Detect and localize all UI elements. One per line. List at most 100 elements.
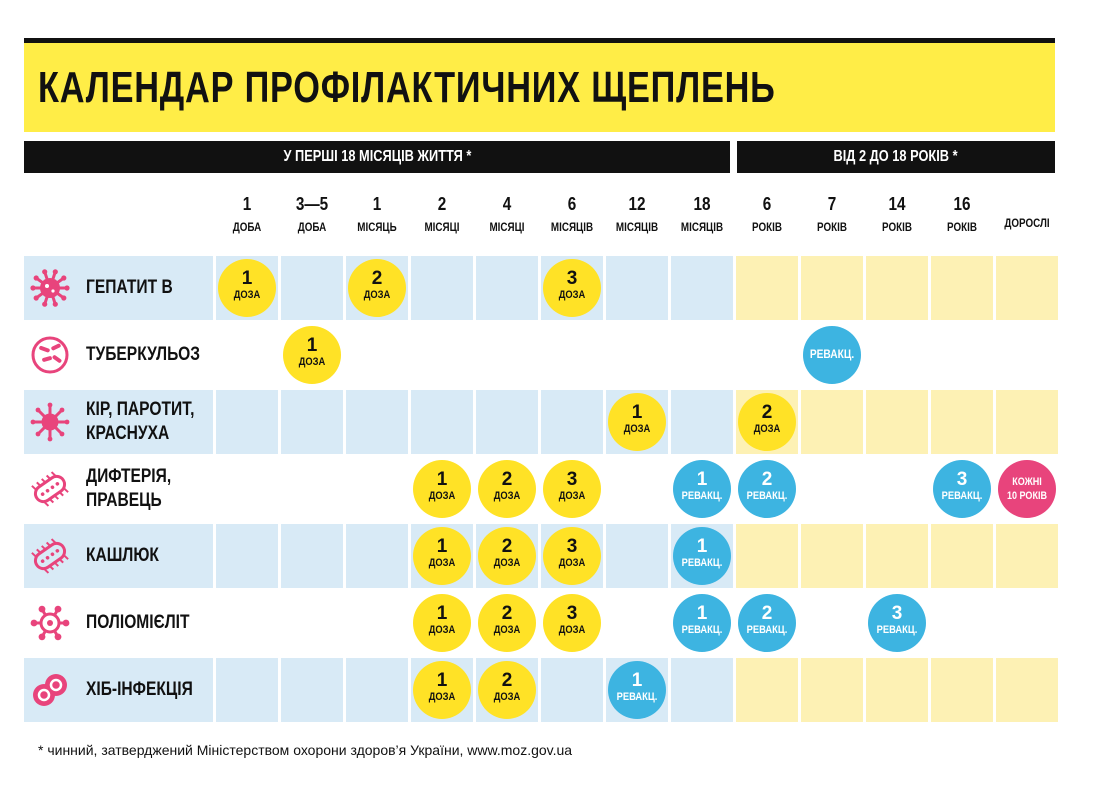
schedule-cell [541, 390, 603, 454]
dose-number: 1 [631, 670, 643, 691]
column-header-unit: МІСЯЦЬ [357, 220, 397, 234]
column-header-number: 2 [437, 194, 447, 214]
column-header-number: 16 [953, 194, 971, 214]
dose-marker: 1 ДОЗА [283, 326, 341, 384]
dose-type: РЕВАКЦ. [876, 624, 918, 636]
title-banner [24, 43, 1055, 132]
column-header-number: 4 [502, 194, 512, 214]
column-header: 7 РОКІВ [801, 190, 863, 246]
schedule-cell [281, 457, 343, 521]
dose-marker: РЕВАКЦ. [803, 326, 861, 384]
schedule-cell [866, 524, 928, 588]
dose-number: 3 [566, 536, 578, 557]
column-header-unit: МІСЯЦІ [424, 220, 460, 234]
column-header: 1 МІСЯЦЬ [346, 190, 408, 246]
schedule-cell [671, 323, 733, 387]
row-label: КІР, ПАРОТИТ, КРАСНУХА [86, 398, 194, 446]
schedule-cell [281, 591, 343, 655]
schedule-cell [801, 591, 863, 655]
column-header: 1 ДОБА [216, 190, 278, 246]
dose-marker: 2 ДОЗА [478, 661, 536, 719]
section-header-older: ВІД 2 ДО 18 РОКІВ * [737, 141, 1055, 173]
row-label-cell [24, 524, 213, 588]
schedule-cell [216, 457, 278, 521]
schedule-cell [801, 256, 863, 320]
schedule-cell [346, 457, 408, 521]
hib-cell-icon [30, 670, 70, 710]
dose-number: 2 [761, 469, 773, 490]
section-label-infant: У ПЕРШІ 18 МІСЯЦІВ ЖИТТЯ * [283, 148, 471, 165]
column-header-number: 1 [372, 194, 382, 214]
dose-marker: 3 ДОЗА [543, 259, 601, 317]
dose-type: РЕВАКЦ. [681, 490, 723, 502]
dose-type: ДОЗА [233, 289, 261, 301]
schedule-cell [476, 390, 538, 454]
dose-marker: 1 РЕВАКЦ. [673, 594, 731, 652]
dose-number: 3 [891, 603, 903, 624]
row-label-line: ДИФТЕРІЯ, [86, 466, 172, 487]
schedule-cell [216, 524, 278, 588]
dose-type: ДОЗА [558, 289, 586, 301]
dose-marker: 3 ДОЗА [543, 527, 601, 585]
column-header-unit: РОКІВ [947, 220, 977, 234]
schedule-cell [541, 323, 603, 387]
dose-marker: 3 ДОЗА [543, 460, 601, 518]
schedule-cell [346, 591, 408, 655]
row-label: ГЕПАТИТ В [86, 276, 173, 300]
dose-number: 3 [566, 603, 578, 624]
column-header-unit: МІСЯЦІВ [550, 220, 594, 234]
dose-type: ДОЗА [493, 490, 521, 502]
schedule-cell [801, 390, 863, 454]
dose-type: ДОЗА [558, 624, 586, 636]
schedule-cell [996, 256, 1058, 320]
dose-type: ДОЗА [753, 423, 781, 435]
dose-marker: 1 ДОЗА [413, 661, 471, 719]
dose-number: 1 [436, 469, 448, 490]
dose-type: ДОЗА [428, 624, 456, 636]
schedule-cell [996, 658, 1058, 722]
column-header-number: 6 [762, 194, 772, 214]
dose-marker: 2 ДОЗА [738, 393, 796, 451]
row-label-line: КАШЛЮК [86, 545, 159, 566]
dose-type: ДОЗА [558, 490, 586, 502]
row-label-line: ПРАВЕЦЬ [86, 490, 162, 511]
dose-type: РЕВАКЦ. [941, 490, 983, 502]
dose-type: ДОЗА [493, 691, 521, 703]
dose-number: 1 [436, 603, 448, 624]
column-header-unit: МІСЯЦІ [489, 220, 525, 234]
bacillus-icon [30, 469, 70, 509]
dose-number: 2 [371, 268, 383, 289]
bacillus-icon [30, 536, 70, 576]
dose-marker: 3 РЕВАКЦ. [933, 460, 991, 518]
row-label-line: ХІБ-ІНФЕКЦІЯ [86, 679, 193, 700]
dose-marker: 2 ДОЗА [478, 460, 536, 518]
dose-marker: 1 ДОЗА [608, 393, 666, 451]
dose-type: ДОЗА [493, 557, 521, 569]
column-header-number: 14 [888, 194, 906, 214]
dose-type: РЕВАКЦ. [809, 347, 855, 361]
column-header-number: 1 [242, 194, 252, 214]
column-header-unit: ДОРОСЛІ [1004, 216, 1050, 230]
column-header: ДОРОСЛІ [996, 190, 1058, 246]
dose-marker: 3 ДОЗА [543, 594, 601, 652]
schedule-cell [996, 390, 1058, 454]
schedule-cell [671, 256, 733, 320]
schedule-cell [866, 658, 928, 722]
dose-marker: 2 ДОЗА [478, 594, 536, 652]
column-header-number: 6 [567, 194, 577, 214]
schedule-cell [346, 524, 408, 588]
schedule-cell [931, 390, 993, 454]
dose-number: 2 [501, 670, 513, 691]
dose-marker: 1 РЕВАКЦ. [673, 527, 731, 585]
schedule-cell [281, 390, 343, 454]
dose-number: 2 [761, 603, 773, 624]
column-header: 4 МІСЯЦІ [476, 190, 538, 246]
dose-marker: 1 ДОЗА [218, 259, 276, 317]
schedule-cell [476, 256, 538, 320]
schedule-cell [476, 323, 538, 387]
schedule-cell [996, 524, 1058, 588]
dose-number: 2 [501, 536, 513, 557]
schedule-cell [866, 256, 928, 320]
dose-type: 10 РОКІВ [1006, 490, 1047, 502]
dose-number: 3 [566, 268, 578, 289]
